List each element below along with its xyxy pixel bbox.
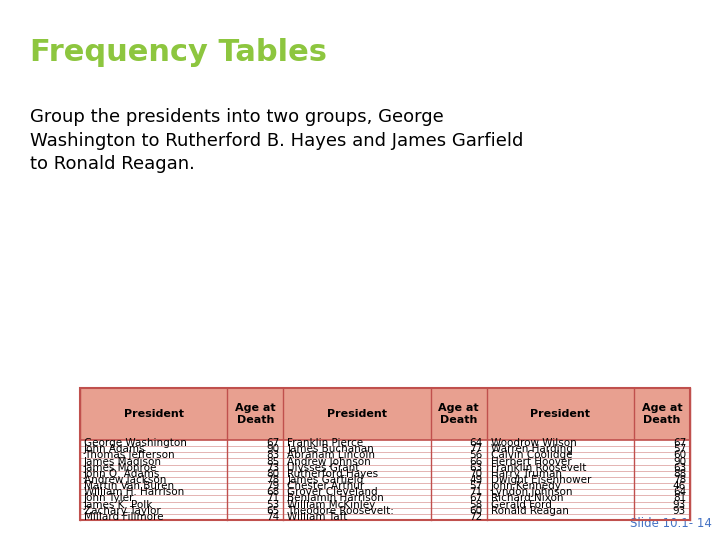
Text: Lyndon Johnson: Lyndon Johnson — [490, 487, 572, 497]
Text: President: President — [327, 409, 387, 419]
Text: John Tyler: John Tyler — [84, 494, 135, 503]
Text: Franklin Pierce: Franklin Pierce — [287, 438, 364, 448]
Text: 56: 56 — [469, 450, 482, 461]
Text: Slide 10.1- 14: Slide 10.1- 14 — [630, 517, 712, 530]
Text: 79: 79 — [266, 481, 279, 491]
Text: Martin Van Buren: Martin Van Buren — [84, 481, 174, 491]
Text: 71: 71 — [266, 494, 279, 503]
Text: Age at
Death: Age at Death — [235, 403, 276, 425]
Text: 78: 78 — [266, 475, 279, 485]
Text: 71: 71 — [469, 487, 482, 497]
Text: James Buchanan: James Buchanan — [287, 444, 374, 454]
Text: 85: 85 — [266, 456, 279, 467]
Text: Grover Cleveland: Grover Cleveland — [287, 487, 378, 497]
Text: 64: 64 — [672, 487, 686, 497]
Text: Age at
Death: Age at Death — [438, 403, 479, 425]
Text: Warren Harding: Warren Harding — [490, 444, 572, 454]
Text: 88: 88 — [672, 469, 686, 479]
Text: 90: 90 — [266, 444, 279, 454]
Text: James Madison: James Madison — [84, 456, 162, 467]
Text: William Taft: William Taft — [287, 512, 348, 522]
Text: James K. Polk: James K. Polk — [84, 500, 153, 510]
Bar — [80, 388, 690, 520]
Text: Chester Arthur: Chester Arthur — [287, 481, 364, 491]
Text: Theodore Roosevelt:: Theodore Roosevelt: — [287, 506, 395, 516]
Bar — [80, 388, 690, 520]
Text: Ulysses Grant: Ulysses Grant — [287, 463, 360, 472]
Text: John Q. Adams: John Q. Adams — [84, 469, 161, 479]
Text: James Garfield: James Garfield — [287, 475, 364, 485]
Text: Gerald Ford: Gerald Ford — [490, 500, 552, 510]
Text: 80: 80 — [266, 469, 279, 479]
Text: 73: 73 — [266, 463, 279, 472]
Text: Benjamin Harrison: Benjamin Harrison — [287, 494, 384, 503]
Text: Abraham Lincoln: Abraham Lincoln — [287, 450, 375, 461]
Text: 67: 67 — [266, 438, 279, 448]
Text: 57: 57 — [672, 444, 686, 454]
Text: 57: 57 — [469, 481, 482, 491]
Text: Andrew Jackson: Andrew Jackson — [84, 475, 166, 485]
Text: Calvin Coolidge: Calvin Coolidge — [490, 450, 572, 461]
Text: John Adams: John Adams — [84, 444, 145, 454]
Text: 83: 83 — [266, 450, 279, 461]
Text: 60: 60 — [673, 450, 686, 461]
Text: 67: 67 — [672, 438, 686, 448]
Text: 58: 58 — [469, 500, 482, 510]
Text: Age at
Death: Age at Death — [642, 403, 683, 425]
Text: Zachary Taylor: Zachary Taylor — [84, 506, 161, 516]
Text: 63: 63 — [469, 463, 482, 472]
Bar — [284, 388, 487, 440]
Text: 66: 66 — [469, 456, 482, 467]
Text: 90: 90 — [673, 456, 686, 467]
Text: 49: 49 — [469, 475, 482, 485]
Text: President: President — [124, 409, 184, 419]
Text: Group the presidents into two groups, George
Washington to Rutherford B. Hayes a: Group the presidents into two groups, Ge… — [30, 108, 523, 173]
Text: 46: 46 — [672, 481, 686, 491]
Text: 74: 74 — [266, 512, 279, 522]
Text: Dwight Eisenhower: Dwight Eisenhower — [490, 475, 591, 485]
Text: Rutherford Hayes: Rutherford Hayes — [287, 469, 379, 479]
Text: 60: 60 — [469, 506, 482, 516]
Text: 63: 63 — [672, 463, 686, 472]
Text: 70: 70 — [469, 469, 482, 479]
Text: 65: 65 — [266, 506, 279, 516]
Text: Andrew Johnson: Andrew Johnson — [287, 456, 371, 467]
Text: 93: 93 — [672, 500, 686, 510]
Text: President: President — [531, 409, 590, 419]
Bar — [80, 388, 284, 440]
Text: 78: 78 — [672, 475, 686, 485]
Text: Millard Fillmore: Millard Fillmore — [84, 512, 163, 522]
Text: John Kennedy: John Kennedy — [490, 481, 562, 491]
Text: 68: 68 — [266, 487, 279, 497]
Text: 77: 77 — [469, 444, 482, 454]
Text: William McKinley: William McKinley — [287, 500, 376, 510]
Text: Woodrow Wilson: Woodrow Wilson — [490, 438, 577, 448]
Text: Franklin Roosevelt: Franklin Roosevelt — [490, 463, 586, 472]
Text: Richard Nixon: Richard Nixon — [490, 494, 563, 503]
Bar — [487, 388, 690, 440]
Text: 81: 81 — [672, 494, 686, 503]
Text: 93: 93 — [672, 506, 686, 516]
Text: Herbert Hoover: Herbert Hoover — [490, 456, 571, 467]
Text: Frequency Tables: Frequency Tables — [30, 38, 327, 67]
Text: 72: 72 — [469, 512, 482, 522]
Text: George Washington: George Washington — [84, 438, 187, 448]
Text: 53: 53 — [266, 500, 279, 510]
Text: Ronald Reagan: Ronald Reagan — [490, 506, 569, 516]
Text: Thomas Jefferson: Thomas Jefferson — [84, 450, 175, 461]
Text: Harry Truman: Harry Truman — [490, 469, 562, 479]
Text: 67: 67 — [469, 494, 482, 503]
Text: 64: 64 — [469, 438, 482, 448]
Text: James Monroe: James Monroe — [84, 463, 158, 472]
Text: William H. Harrison: William H. Harrison — [84, 487, 184, 497]
